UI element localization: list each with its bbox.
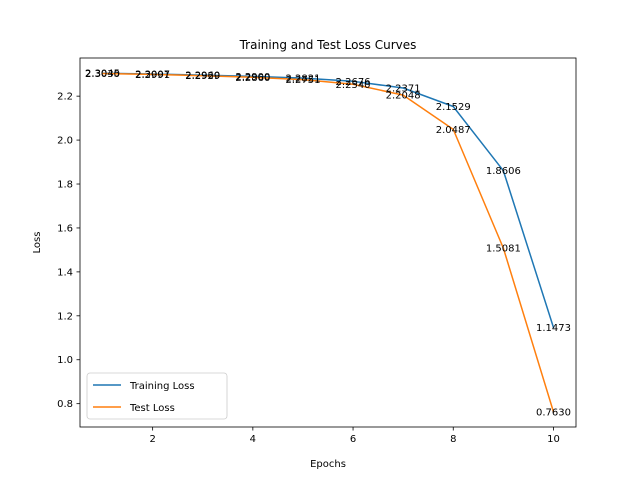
data-label-test-loss: 1.5081: [486, 244, 521, 255]
data-label-training-loss: 1.1473: [536, 323, 571, 334]
plot-frame: [79, 57, 577, 428]
data-label-test-loss: 2.3030: [85, 69, 120, 80]
x-tick-label: 6: [350, 434, 356, 445]
data-label-test-loss: 2.0487: [436, 125, 471, 136]
y-axis-ticks: 0.8 1.0 1.2 1.4 1.6 1.8 2.0 2.2: [57, 92, 80, 410]
data-label-training-loss: 1.8606: [486, 166, 521, 177]
data-label-test-loss: 2.2540: [336, 80, 371, 91]
data-label-training-loss: 2.2821: [285, 74, 320, 85]
data-label-test-loss: 2.2991: [135, 70, 170, 81]
chart-title: Training and Test Loss Curves: [239, 38, 417, 52]
data-labels: 2.3045 2.3007 2.2960 2.2900 2.2821 2.2676 2.23…: [85, 69, 571, 419]
x-axis-label: Epochs: [310, 459, 346, 470]
data-label-test-loss: 2.2048: [386, 91, 421, 102]
x-tick-label: 2: [149, 434, 155, 445]
y-axis-label: Loss: [32, 232, 43, 254]
series-line-test-loss: [101, 72, 555, 413]
y-tick-label: 1.4: [57, 267, 73, 278]
x-tick-label: 4: [250, 434, 256, 445]
y-tick-label: 1.8: [57, 180, 73, 191]
data-label-training-loss: 2.2960: [185, 71, 220, 82]
data-label-training-loss: 2.3045: [85, 69, 120, 80]
data-label-test-loss: 0.7630: [536, 407, 571, 418]
x-tick-label: 8: [450, 434, 456, 445]
data-label-training-loss: 2.3007: [135, 70, 170, 81]
data-label-test-loss: 2.2751: [285, 75, 320, 86]
y-tick-label: 1.2: [57, 311, 73, 322]
legend-label-test-loss: Test Loss: [129, 403, 175, 414]
data-label-test-loss: 2.2929: [185, 71, 220, 82]
y-tick-label: 2.2: [57, 92, 73, 103]
data-label-training-loss: 2.2371: [386, 84, 421, 95]
x-tick-label: 10: [547, 434, 560, 445]
data-label-test-loss: 2.2860: [235, 73, 270, 84]
y-tick-label: 1.6: [57, 223, 73, 234]
legend-label-training-loss: Training Loss: [129, 381, 195, 392]
legend: Training Loss Test Loss: [86, 372, 228, 420]
series-lines: [101, 72, 555, 413]
data-label-training-loss: 2.2676: [336, 77, 371, 88]
y-tick-label: 2.0: [57, 136, 73, 147]
y-tick-label: 0.8: [57, 399, 73, 410]
data-label-training-loss: 2.2900: [235, 72, 270, 83]
legend-box: [86, 372, 228, 420]
data-label-training-loss: 2.1529: [436, 102, 471, 113]
y-tick-label: 1.0: [57, 355, 73, 366]
x-axis-ticks: 2 4 6 8 10: [149, 427, 560, 445]
